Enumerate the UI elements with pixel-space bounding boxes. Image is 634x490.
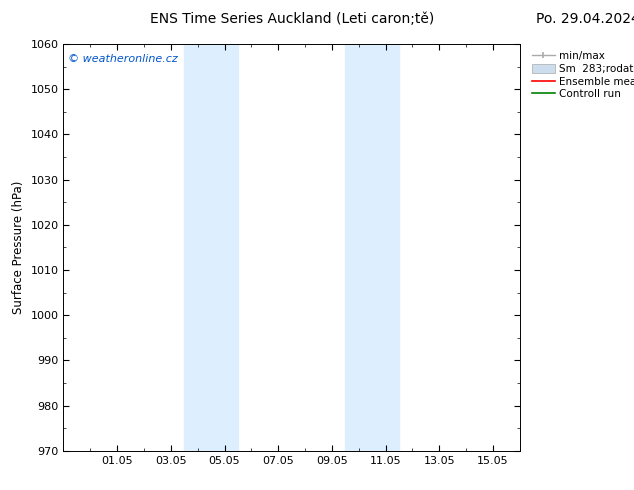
Bar bbox=[184, 44, 211, 451]
Bar bbox=[211, 44, 238, 451]
Text: © weatheronline.cz: © weatheronline.cz bbox=[68, 54, 178, 64]
Text: ENS Time Series Auckland (Leti caron;tě): ENS Time Series Auckland (Leti caron;tě) bbox=[150, 12, 434, 26]
Y-axis label: Surface Pressure (hPa): Surface Pressure (hPa) bbox=[12, 181, 25, 314]
Bar bbox=[346, 44, 372, 451]
Text: Po. 29.04.2024 13 UTC: Po. 29.04.2024 13 UTC bbox=[536, 12, 634, 26]
Bar bbox=[372, 44, 399, 451]
Legend: min/max, Sm  283;rodatn acute; odchylka, Ensemble mean run, Controll run: min/max, Sm 283;rodatn acute; odchylka, … bbox=[529, 49, 634, 101]
